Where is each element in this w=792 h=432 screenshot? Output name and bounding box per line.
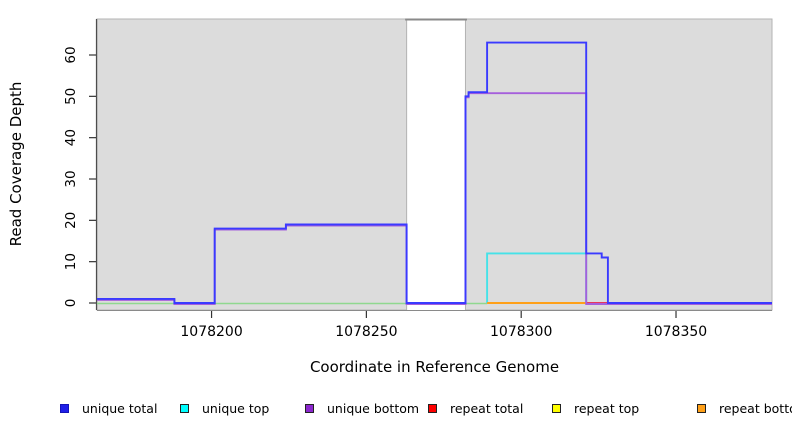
legend-swatch-unique-bottom — [305, 403, 314, 413]
legend-item-unique-bottom: unique bottom — [305, 399, 419, 417]
coverage-plot: 0 10 20 30 40 50 60 1078200 1078250 1078300 107835… — [7, 18, 773, 376]
y-tick-label: 30 — [63, 170, 79, 187]
legend-label-repeat-total: repeat total — [450, 400, 524, 416]
x-tick-label: 1078350 — [645, 324, 707, 340]
legend-label-unique-bottom: unique bottom — [327, 400, 420, 416]
series-unique-total — [97, 41, 772, 304]
x-axis-title: Coordinate in Reference Genome — [310, 358, 559, 376]
legend-swatch-repeat-total — [428, 403, 437, 413]
coverage-region — [96, 18, 408, 311]
x-tick-label: 1078200 — [180, 324, 242, 340]
legend-label-unique-total: unique total — [82, 400, 158, 416]
x-tick-label: 1078250 — [335, 324, 397, 340]
legend: unique total unique top unique bottom re… — [0, 399, 792, 419]
legend-item-unique-total: unique total — [60, 399, 157, 417]
legend-label-repeat-top: repeat top — [574, 400, 640, 416]
legend-item-repeat-total: repeat total — [428, 399, 523, 417]
coverage-region — [464, 18, 773, 311]
x-tick-label: 1078300 — [490, 324, 552, 340]
legend-swatch-unique-top — [180, 403, 189, 413]
legend-swatch-unique-total — [60, 403, 69, 413]
y-tick-label: 0 — [63, 299, 79, 308]
legend-item-unique-top: unique top — [180, 399, 269, 417]
y-tick-label: 50 — [63, 88, 79, 105]
legend-label-unique-top: unique top — [202, 400, 270, 416]
legend-swatch-repeat-top — [552, 403, 561, 413]
y-tick-label: 10 — [63, 253, 79, 270]
y-axis-title: Read Coverage Depth — [7, 82, 25, 247]
legend-label-repeat-bottom: repeat bottom — [719, 400, 792, 416]
y-tick-label: 60 — [63, 46, 79, 63]
y-tick-label: 40 — [63, 129, 79, 146]
y-tick-label: 20 — [63, 212, 79, 229]
legend-swatch-repeat-bottom — [697, 403, 706, 413]
legend-item-repeat-bottom: repeat bottom — [697, 399, 792, 417]
legend-item-repeat-top: repeat top — [552, 399, 639, 417]
